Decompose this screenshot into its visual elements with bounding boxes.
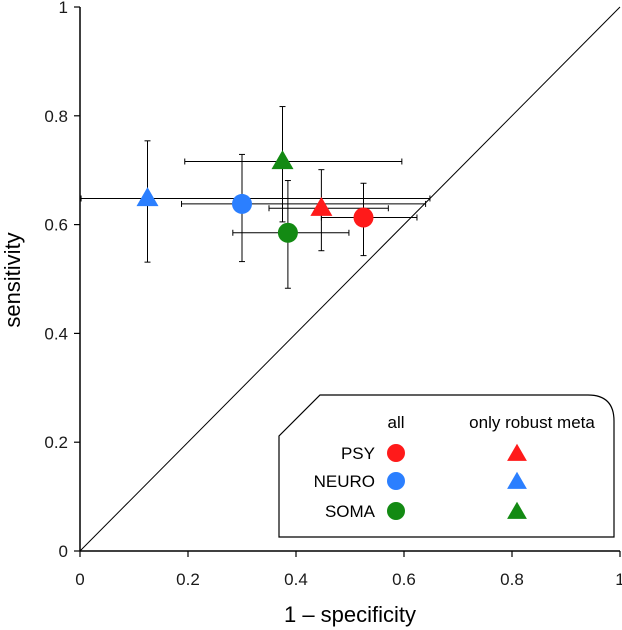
- legend-circle-neuro: [387, 472, 405, 490]
- x-tick-label: 0.8: [500, 570, 524, 589]
- y-tick-label: 0.8: [44, 107, 68, 126]
- x-axis-title: 1 – specificity: [284, 602, 416, 627]
- reference-diagonal-line: [79, 6, 621, 552]
- legend-triangle-psy: [507, 443, 527, 461]
- error-bars-soma-robust: [184, 106, 403, 223]
- point-neuro-all: [232, 193, 252, 214]
- y-axis-title: sensitivity: [0, 232, 25, 327]
- legend-label-soma: SOMA: [325, 502, 376, 521]
- x-tick-label: 0.6: [392, 570, 416, 589]
- error-bars-psy-robust: [268, 169, 389, 252]
- point-psy-robust: [310, 196, 333, 216]
- legend-circle-soma: [387, 502, 405, 520]
- legend-rows: PSY NEURO SOMA: [314, 443, 527, 521]
- x-tick-label: 0.2: [176, 570, 200, 589]
- plot-area: [79, 6, 621, 552]
- y-tick-label: 0.4: [44, 324, 68, 343]
- legend-header-robust: only robust meta: [469, 413, 595, 432]
- axes: [74, 6, 621, 557]
- legend-triangle-neuro: [507, 471, 527, 489]
- y-tick-label: 0: [59, 542, 68, 561]
- legend: all only robust meta PSY NEURO SOMA: [278, 394, 615, 538]
- y-tick-label: 1: [59, 0, 68, 17]
- legend-label-neuro: NEURO: [314, 472, 375, 491]
- point-soma-all: [277, 222, 298, 243]
- point-psy-all: [353, 207, 374, 228]
- y-tick-label: 0.6: [44, 216, 68, 235]
- y-tick-label: 0.2: [44, 433, 68, 452]
- x-tick-label: 1: [615, 570, 622, 589]
- legend-circle-psy: [387, 444, 405, 462]
- legend-header-all: all: [387, 413, 404, 432]
- legend-box: [278, 394, 615, 538]
- point-neuro-robust: [136, 187, 159, 207]
- error-bars-neuro-robust: [80, 140, 431, 263]
- legend-triangle-soma: [507, 501, 527, 519]
- x-tick-label: 0: [75, 570, 84, 589]
- tick-labels: 0 0.2 0.4 0.6 0.8 1 0 0.2 0.4 0.6 0.8 1: [44, 0, 622, 589]
- x-tick-label: 0.4: [284, 570, 308, 589]
- point-soma-robust: [271, 150, 294, 170]
- legend-label-psy: PSY: [341, 444, 375, 463]
